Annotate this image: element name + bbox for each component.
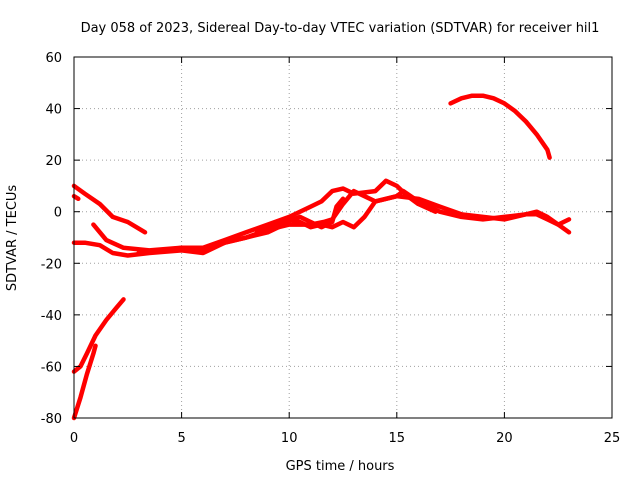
y-tick-label: -60 bbox=[41, 360, 62, 375]
x-tick-label: 15 bbox=[389, 431, 406, 446]
x-tick-label: 25 bbox=[604, 431, 621, 446]
series-line-arc-h bbox=[254, 196, 346, 235]
series-group bbox=[71, 93, 572, 421]
x-tick-label: 10 bbox=[281, 431, 298, 446]
series-line-arc-b bbox=[71, 297, 126, 374]
y-axis-label: SDTVAR / TECUs bbox=[5, 185, 20, 292]
x-axis-label: GPS time / hours bbox=[286, 459, 395, 474]
x-tick-label: 0 bbox=[70, 431, 78, 446]
x-tick-label: 5 bbox=[177, 431, 185, 446]
y-tick-label: 40 bbox=[45, 103, 62, 118]
series-line-arc-e bbox=[71, 193, 81, 202]
y-tick-label: -80 bbox=[41, 412, 62, 427]
y-tick-label: 20 bbox=[45, 154, 62, 169]
y-tick-label: 0 bbox=[54, 206, 62, 221]
series-line-arc-d bbox=[71, 183, 148, 235]
ticks: 0 5 10 15 20 25 -80 -60 -40 -20 0 20 40 60 bbox=[41, 51, 621, 446]
series-line-arc-g bbox=[136, 193, 572, 256]
y-tick-label: -20 bbox=[41, 257, 62, 272]
series-line-arc-a bbox=[71, 343, 98, 421]
series-line-arc-i bbox=[448, 93, 552, 160]
y-tick-label: -40 bbox=[41, 309, 62, 324]
y-tick-label: 60 bbox=[45, 51, 62, 66]
x-tick-label: 20 bbox=[496, 431, 513, 446]
grid bbox=[74, 57, 612, 418]
chart-title: Day 058 of 2023, Sidereal Day-to-day VTE… bbox=[81, 21, 600, 36]
plot-frame bbox=[73, 56, 613, 419]
series-line-arc-f bbox=[91, 178, 438, 253]
